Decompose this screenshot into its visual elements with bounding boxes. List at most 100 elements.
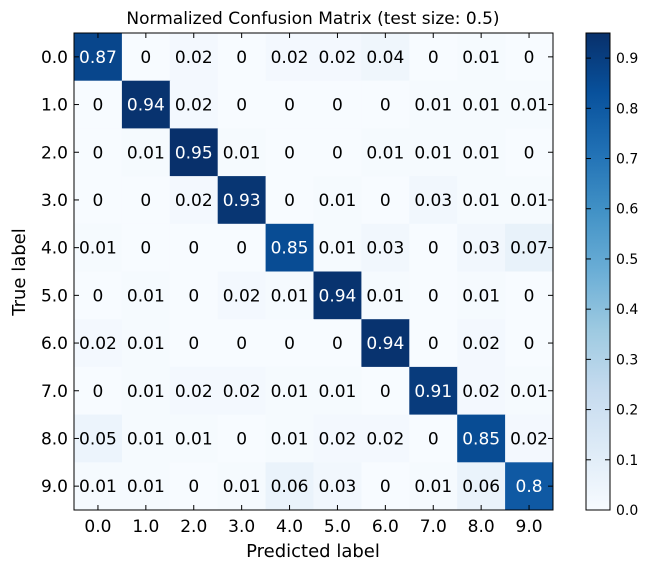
cell-9-4: [265, 462, 314, 511]
cell-label-2-8: 0.01: [462, 143, 500, 163]
cell-label-7-5: 0.01: [319, 382, 357, 402]
cell-2-0: [74, 128, 123, 177]
colorbar-tick-label: 0.4: [616, 302, 638, 318]
cell-label-2-4: 0: [284, 143, 295, 163]
cell-5-8: [457, 271, 506, 320]
cell-6-8: [457, 319, 506, 368]
cell-5-5: [313, 271, 362, 320]
cell-7-9: [505, 366, 554, 416]
cell-label-5-0: 0: [93, 286, 104, 306]
cell-6-7: [409, 319, 458, 368]
cell-9-1: [121, 462, 171, 511]
cell-7-5: [313, 366, 362, 416]
cell-label-2-7: 0.01: [414, 143, 452, 163]
cell-9-8: [457, 462, 506, 511]
cell-label-8-8: 0.85: [462, 429, 500, 449]
cell-3-8: [457, 176, 506, 225]
cell-2-4: [265, 128, 314, 177]
y-tick-label: 0.0: [41, 48, 68, 68]
cell-5-6: [361, 271, 410, 320]
cell-0-3: [217, 33, 267, 82]
matrix-cells: [74, 33, 554, 511]
cell-8-7: [409, 414, 458, 463]
cell-2-5: [313, 128, 362, 177]
y-tick-label: 5.0: [41, 286, 68, 306]
y-tick-label: 2.0: [41, 143, 68, 163]
cell-1-4: [265, 80, 314, 129]
cell-8-0: [74, 414, 123, 463]
cell-8-5: [313, 414, 362, 463]
cell-label-7-8: 0.02: [462, 382, 500, 402]
cell-3-0: [74, 176, 123, 225]
cell-0-0: [74, 33, 123, 82]
y-tick-label: 3.0: [41, 191, 68, 211]
cell-label-7-7: 0.91: [414, 382, 452, 402]
cell-4-4: [265, 223, 314, 272]
x-tick-label: 9.0: [516, 517, 543, 537]
cell-9-7: [409, 462, 458, 511]
cell-8-4: [265, 414, 314, 463]
cell-label-2-0: 0: [93, 143, 104, 163]
cell-label-6-8: 0.02: [462, 334, 500, 354]
cell-0-5: [313, 33, 362, 82]
x-tick-label: 1.0: [132, 517, 159, 537]
cell-label-8-5: 0.02: [319, 429, 357, 449]
cell-label-4-8: 0.03: [462, 239, 500, 259]
cell-label-5-5: 0.94: [319, 286, 357, 306]
cell-6-6: [361, 319, 410, 368]
cell-0-4: [265, 33, 314, 82]
cell-9-2: [169, 462, 219, 511]
cell-1-5: [313, 80, 362, 129]
cell-label-3-3: 0.93: [223, 191, 261, 211]
cell-5-7: [409, 271, 458, 320]
x-tick-label: 2.0: [180, 517, 207, 537]
cell-3-1: [121, 176, 171, 225]
cell-label-1-2: 0.02: [175, 96, 213, 116]
cell-8-9: [505, 414, 554, 463]
cell-label-4-7: 0: [428, 239, 439, 259]
cell-5-1: [121, 271, 171, 320]
cell-label-1-3: 0: [236, 96, 247, 116]
cell-label-1-7: 0.01: [414, 96, 452, 116]
cell-6-9: [505, 319, 554, 368]
chart-title: Normalized Confusion Matrix (test size: …: [126, 9, 499, 29]
y-tick-label: 8.0: [41, 429, 68, 449]
cell-4-8: [457, 223, 506, 272]
colorbar-ticks: 0.0 0.1 0.2 0.3 0.4 0.5 0.6 0.7 0.8 0.9: [586, 51, 638, 519]
cell-label-7-3: 0.02: [223, 382, 261, 402]
cell-label-3-8: 0.01: [462, 191, 500, 211]
cell-label-4-6: 0.03: [366, 239, 404, 259]
cell-label-5-2: 0: [188, 286, 199, 306]
cell-0-8: [457, 33, 506, 82]
cell-3-3: [217, 176, 267, 225]
cell-1-2: [169, 80, 219, 129]
cell-label-8-6: 0.02: [366, 429, 404, 449]
cell-4-3: [217, 223, 267, 272]
cell-label-7-1: 0.01: [127, 382, 165, 402]
cell-label-0-5: 0.02: [319, 48, 357, 68]
cell-label-9-1: 0.01: [127, 477, 165, 497]
x-tick-label: 6.0: [372, 517, 399, 537]
cell-7-4: [265, 366, 314, 416]
plot-frame: [73, 32, 554, 511]
cell-label-7-0: 0: [93, 382, 104, 402]
colorbar-tick-label: 0.7: [616, 152, 638, 168]
cell-1-3: [217, 80, 267, 129]
y-tick-label: 7.0: [41, 382, 68, 402]
cell-2-7: [409, 128, 458, 177]
cell-label-2-5: 0: [332, 143, 343, 163]
cell-label-4-0: 0.01: [79, 239, 117, 259]
cell-label-8-4: 0.01: [271, 429, 309, 449]
cell-label-4-1: 0: [140, 239, 151, 259]
cell-label-9-8: 0.06: [462, 477, 500, 497]
x-axis-label: Predicted label: [246, 541, 380, 562]
cell-label-3-4: 0: [284, 191, 295, 211]
x-tick-label: 7.0: [420, 517, 447, 537]
cell-label-9-2: 0: [188, 477, 199, 497]
cell-4-6: [361, 223, 410, 272]
cell-label-8-2: 0.01: [175, 429, 213, 449]
cell-1-9: [505, 80, 554, 129]
cell-3-7: [409, 176, 458, 225]
cell-5-0: [74, 271, 123, 320]
cell-2-9: [505, 128, 554, 177]
